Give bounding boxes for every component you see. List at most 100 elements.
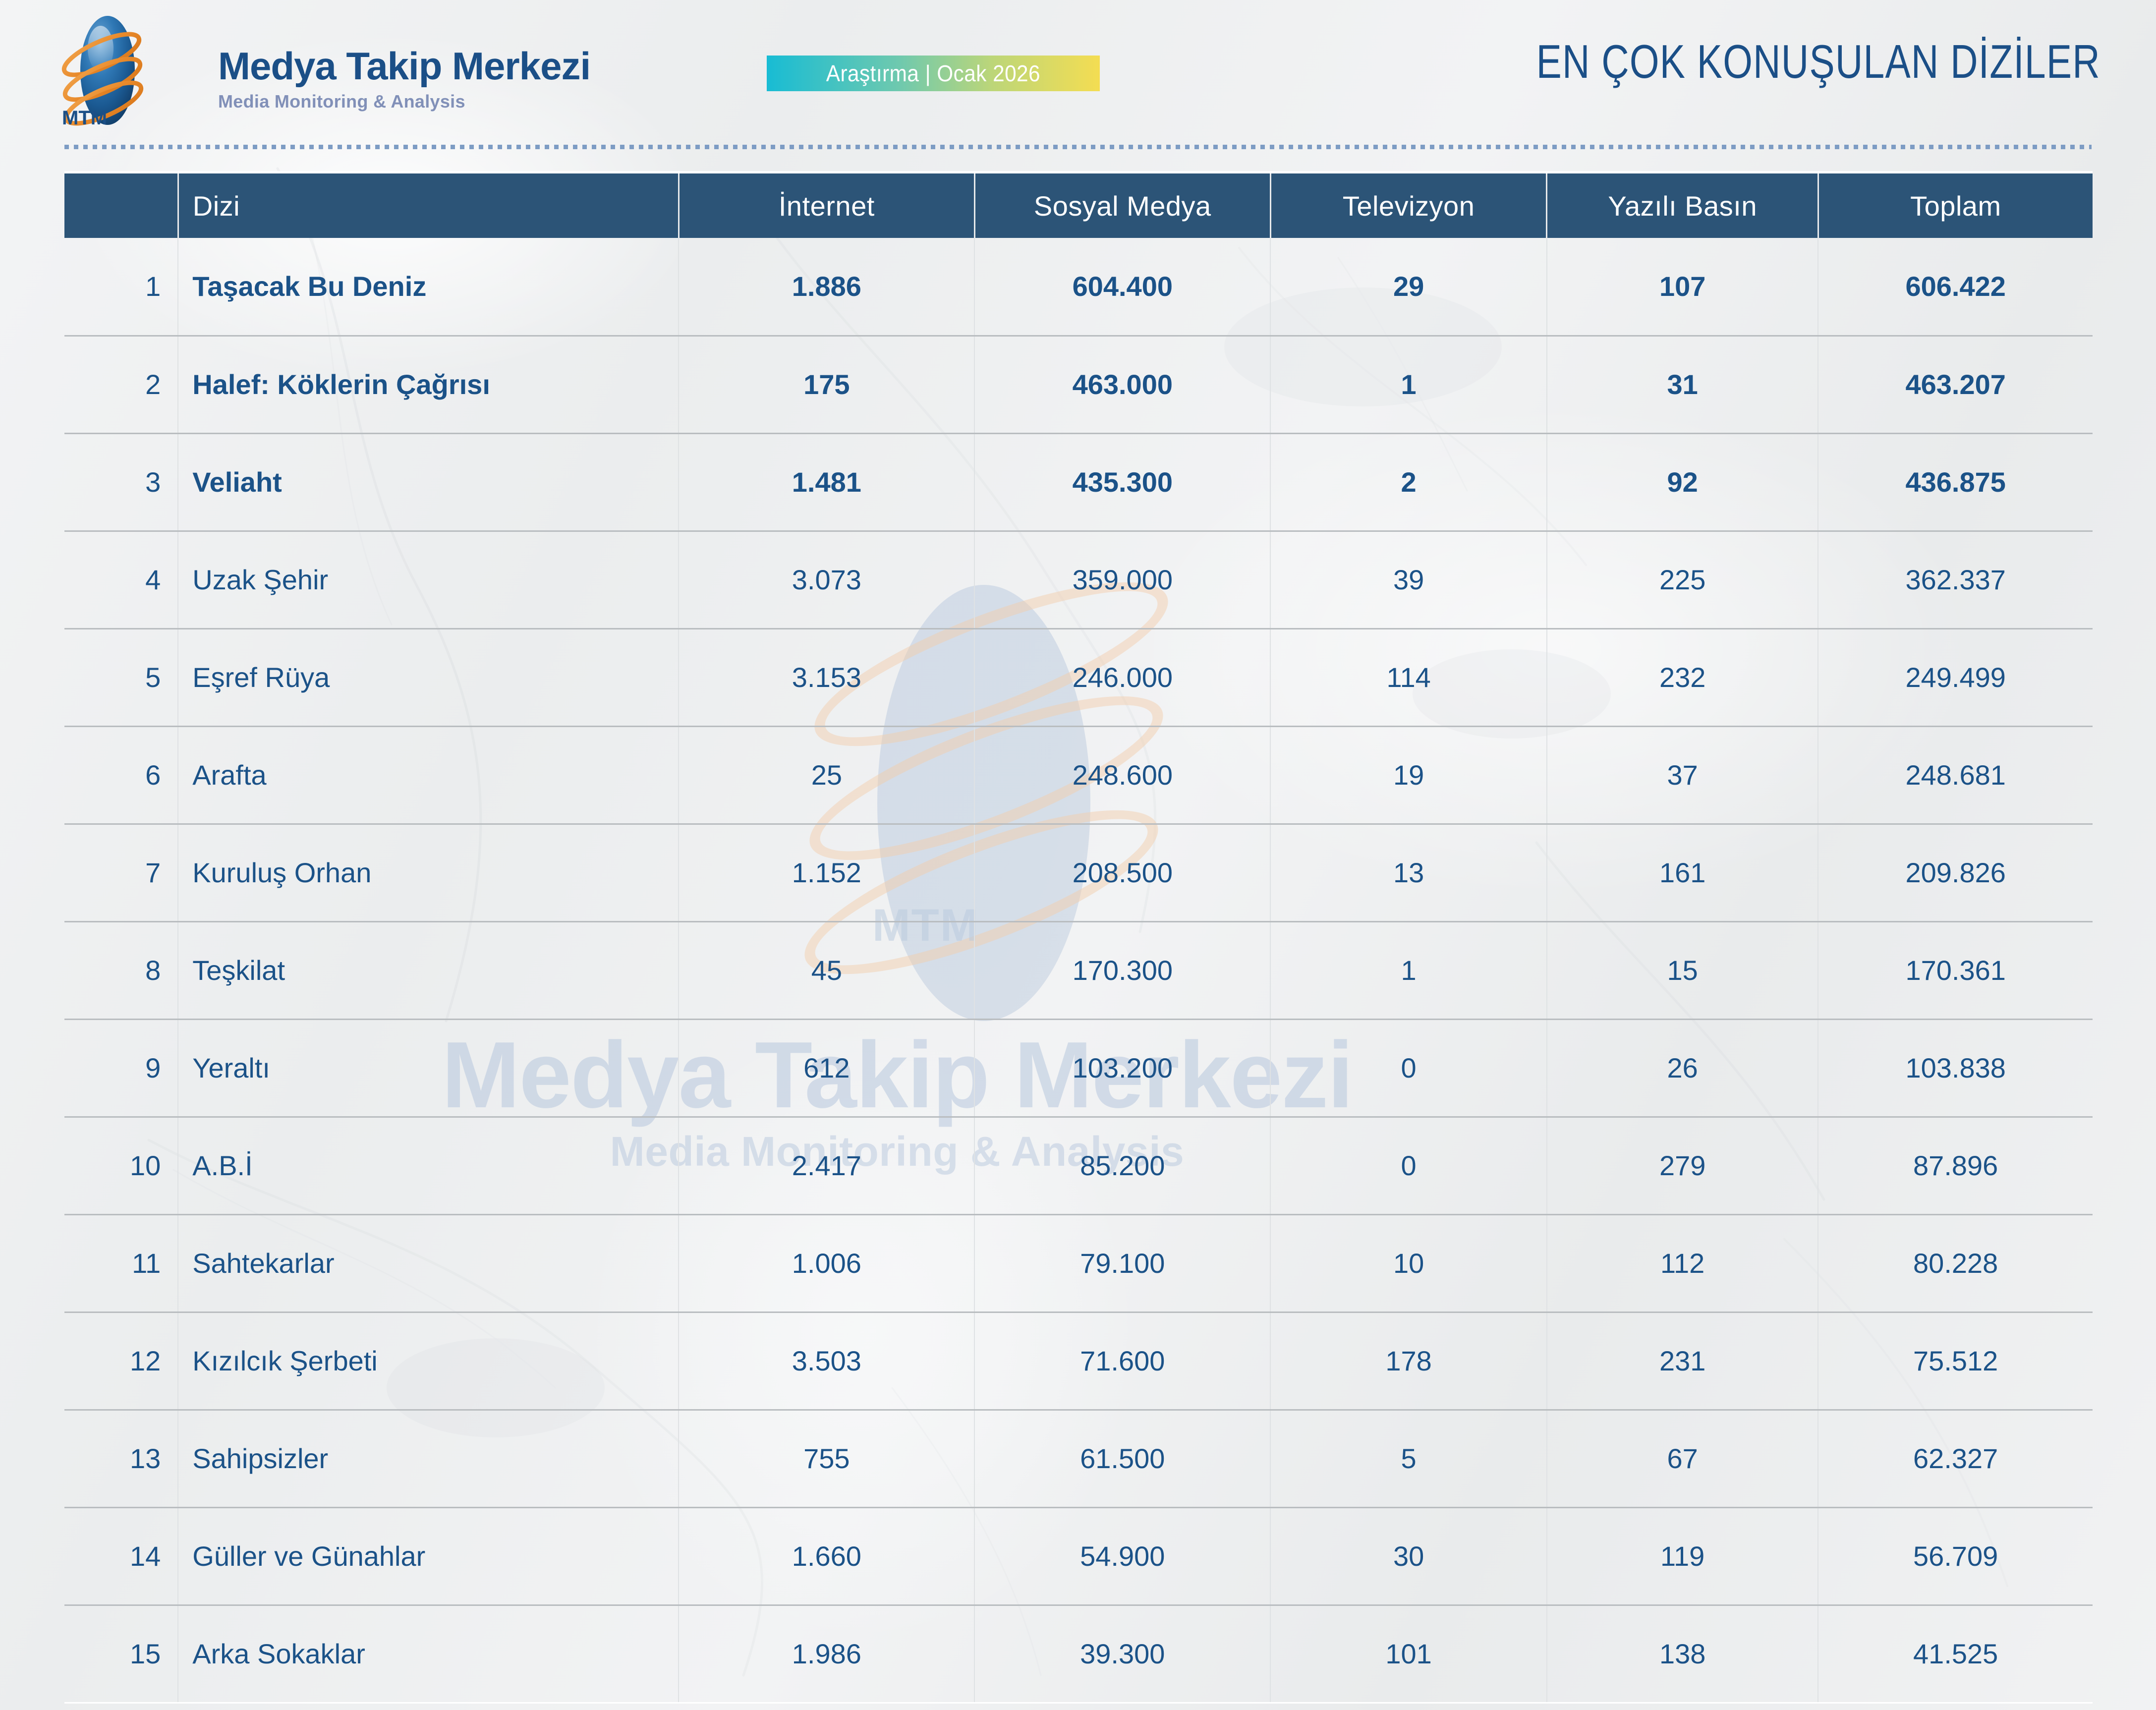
cell-yazili-basin: 107 xyxy=(1546,238,1819,337)
cell-televizyon: 10 xyxy=(1270,1214,1547,1313)
cell-internet: 45 xyxy=(679,921,975,1020)
cell-series-name: Kuruluş Orhan xyxy=(178,824,680,922)
column-header-yazili-basin: Yazılı Basın xyxy=(1546,173,1819,238)
table-body: 1 Taşacak Bu Deniz 1.886 604.400 29 107 606.42… xyxy=(64,238,2093,1704)
cell-internet: 1.986 xyxy=(679,1605,975,1704)
cell-sosyal-medya: 435.300 xyxy=(974,433,1271,532)
table-header: Dizi İnternet Sosyal Medya Televizyon Ya… xyxy=(64,173,2093,238)
table-row: 12 Kızılcık Şerbeti 3.503 71.600 178 231 75.51… xyxy=(64,1312,2093,1411)
cell-toplam: 362.337 xyxy=(1818,531,2093,629)
cell-televizyon: 0 xyxy=(1270,1019,1547,1118)
cell-series-name: Sahipsizler xyxy=(178,1410,680,1508)
table-row: 15 Arka Sokaklar 1.986 39.300 101 138 41.525 xyxy=(64,1605,2093,1704)
research-period-label: Araştırma | Ocak 2026 xyxy=(826,60,1041,86)
cell-internet: 25 xyxy=(679,726,975,825)
cell-rank: 8 xyxy=(64,921,179,1020)
table-row: 14 Güller ve Günahlar 1.660 54.900 30 119 56.7… xyxy=(64,1507,2093,1606)
cell-sosyal-medya: 79.100 xyxy=(974,1214,1271,1313)
cell-series-name: Arafta xyxy=(178,726,680,825)
cell-yazili-basin: 67 xyxy=(1546,1410,1819,1508)
cell-rank: 2 xyxy=(64,336,179,434)
cell-rank: 14 xyxy=(64,1507,179,1606)
cell-televizyon: 13 xyxy=(1270,824,1547,922)
cell-televizyon: 0 xyxy=(1270,1117,1547,1215)
cell-televizyon: 2 xyxy=(1270,433,1547,532)
brand-text-block: Medya Takip Merkezi Media Monitoring & A… xyxy=(218,47,664,112)
cell-toplam: 248.681 xyxy=(1818,726,2093,825)
cell-rank: 4 xyxy=(64,531,179,629)
page-title: EN ÇOK KONUŞULAN DİZİLER xyxy=(1536,35,2100,88)
column-header-internet: İnternet xyxy=(679,173,975,238)
cell-series-name: Eşref Rüya xyxy=(178,628,680,727)
cell-internet: 1.660 xyxy=(679,1507,975,1606)
cell-series-name: Kızılcık Şerbeti xyxy=(178,1312,680,1411)
cell-televizyon: 101 xyxy=(1270,1605,1547,1704)
cell-yazili-basin: 37 xyxy=(1546,726,1819,825)
table-row: 2 Halef: Köklerin Çağrısı 175 463.000 1 31 463… xyxy=(64,336,2093,434)
cell-sosyal-medya: 61.500 xyxy=(974,1410,1271,1508)
cell-yazili-basin: 112 xyxy=(1546,1214,1819,1313)
cell-televizyon: 5 xyxy=(1270,1410,1547,1508)
cell-series-name: Halef: Köklerin Çağrısı xyxy=(178,336,680,434)
brand-logo-block: MTM Medya Takip Merkezi Media Monitoring… xyxy=(47,9,667,135)
cell-televizyon: 114 xyxy=(1270,628,1547,727)
table-row: 4 Uzak Şehir 3.073 359.000 39 225 362.337 xyxy=(64,531,2093,629)
cell-televizyon: 1 xyxy=(1270,921,1547,1020)
cell-rank: 12 xyxy=(64,1312,179,1411)
table-header-row: Dizi İnternet Sosyal Medya Televizyon Ya… xyxy=(64,173,2093,238)
cell-series-name: Sahtekarlar xyxy=(178,1214,680,1313)
cell-series-name: Yeraltı xyxy=(178,1019,680,1118)
column-header-televizyon: Televizyon xyxy=(1270,173,1548,238)
cell-televizyon: 178 xyxy=(1270,1312,1547,1411)
cell-yazili-basin: 26 xyxy=(1546,1019,1819,1118)
cell-sosyal-medya: 208.500 xyxy=(974,824,1271,922)
cell-toplam: 209.826 xyxy=(1818,824,2093,922)
column-header-rank xyxy=(64,173,179,238)
cell-toplam: 436.875 xyxy=(1818,433,2093,532)
cell-toplam: 463.207 xyxy=(1818,336,2093,434)
table-row: 7 Kuruluş Orhan 1.152 208.500 13 161 209.826 xyxy=(64,824,2093,922)
brand-name: Medya Takip Merkezi xyxy=(218,44,591,88)
cell-televizyon: 19 xyxy=(1270,726,1547,825)
cell-rank: 11 xyxy=(64,1214,179,1313)
cell-sosyal-medya: 71.600 xyxy=(974,1312,1271,1411)
cell-yazili-basin: 232 xyxy=(1546,628,1819,727)
cell-toplam: 80.228 xyxy=(1818,1214,2093,1313)
cell-toplam: 170.361 xyxy=(1818,921,2093,1020)
table-row: 10 A.B.İ 2.417 85.200 0 279 87.896 xyxy=(64,1117,2093,1215)
table-row: 8 Teşkilat 45 170.300 1 15 170.361 xyxy=(64,921,2093,1020)
cell-yazili-basin: 92 xyxy=(1546,433,1819,532)
cell-internet: 612 xyxy=(679,1019,975,1118)
table-row: 1 Taşacak Bu Deniz 1.886 604.400 29 107 606.42… xyxy=(64,238,2093,337)
cell-televizyon: 1 xyxy=(1270,336,1547,434)
column-header-dizi: Dizi xyxy=(178,173,680,238)
cell-internet: 1.886 xyxy=(679,238,975,337)
cell-toplam: 606.422 xyxy=(1818,238,2093,337)
cell-sosyal-medya: 103.200 xyxy=(974,1019,1271,1118)
cell-series-name: Uzak Şehir xyxy=(178,531,680,629)
cell-toplam: 75.512 xyxy=(1818,1312,2093,1411)
cell-internet: 3.073 xyxy=(679,531,975,629)
cell-televizyon: 39 xyxy=(1270,531,1547,629)
cell-series-name: Güller ve Günahlar xyxy=(178,1507,680,1606)
table-row: 3 Veliaht 1.481 435.300 2 92 436.875 xyxy=(64,433,2093,532)
table-row: 13 Sahipsizler 755 61.500 5 67 62.327 xyxy=(64,1410,2093,1508)
cell-rank: 6 xyxy=(64,726,179,825)
cell-yazili-basin: 31 xyxy=(1546,336,1819,434)
cell-series-name: Arka Sokaklar xyxy=(178,1605,680,1704)
cell-sosyal-medya: 463.000 xyxy=(974,336,1271,434)
cell-rank: 10 xyxy=(64,1117,179,1215)
cell-series-name: Taşacak Bu Deniz xyxy=(178,238,680,337)
cell-rank: 5 xyxy=(64,628,179,727)
column-header-toplam: Toplam xyxy=(1818,173,2093,238)
cell-toplam: 62.327 xyxy=(1818,1410,2093,1508)
cell-series-name: A.B.İ xyxy=(178,1117,680,1215)
cell-sosyal-medya: 170.300 xyxy=(974,921,1271,1020)
cell-toplam: 56.709 xyxy=(1818,1507,2093,1606)
cell-televizyon: 29 xyxy=(1270,238,1547,337)
cell-yazili-basin: 15 xyxy=(1546,921,1819,1020)
brand-subtitle: Media Monitoring & Analysis xyxy=(218,91,465,112)
cell-sosyal-medya: 54.900 xyxy=(974,1507,1271,1606)
column-header-sosyal-medya: Sosyal Medya xyxy=(974,173,1271,238)
